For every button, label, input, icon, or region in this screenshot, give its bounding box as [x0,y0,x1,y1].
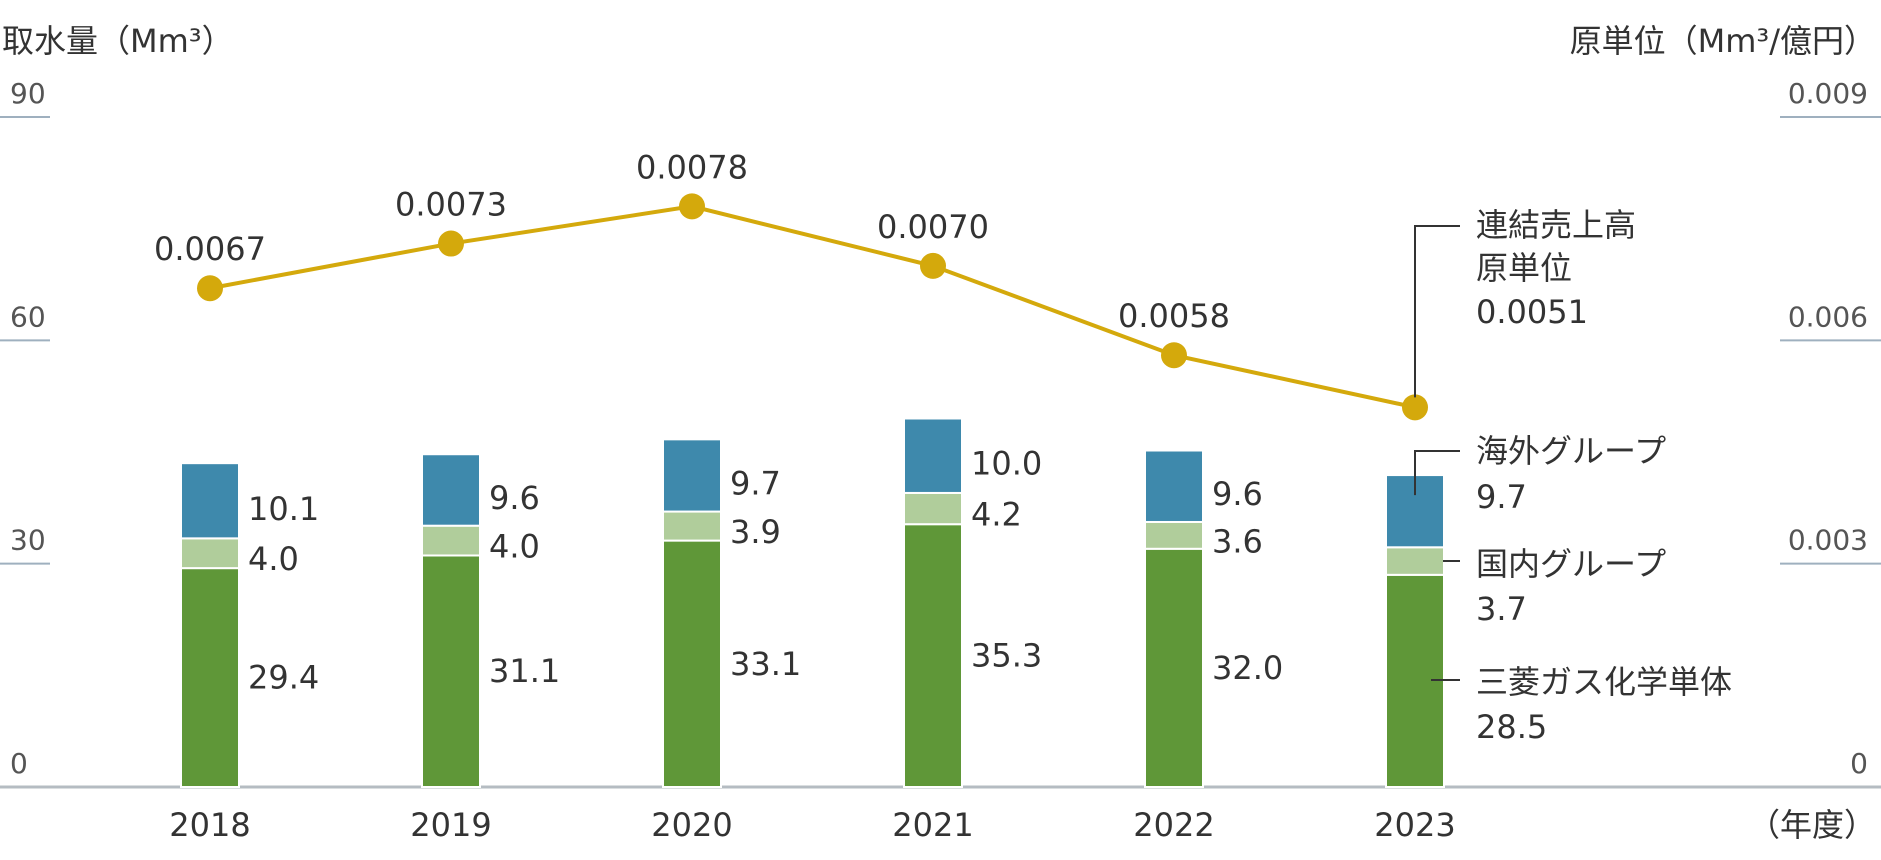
intensity-value-label: 0.0070 [877,208,989,246]
intensity-point [1161,342,1187,369]
bar-value-label: 32.0 [1212,649,1283,687]
legend-line-name: 原単位 [1476,249,1572,287]
x-tick-label: 2023 [1374,806,1455,844]
right-tick-label: 0.009 [1788,77,1868,110]
legend-series-value: 28.5 [1476,708,1547,746]
bar-value-label: 33.1 [730,645,801,683]
bar-segment [662,438,722,513]
intensity-point [1402,394,1428,421]
bar-segment [903,491,963,526]
bar-segment [421,524,481,557]
intensity-value-label: 0.0067 [154,230,266,268]
data-labels: 29.4 4.0 10.1 31.1 4.0 9.6 33.1 3.9 9.7 35.3 4.2 10… [154,148,1283,696]
bar-segment [180,462,240,540]
right-tick-label: 0.003 [1788,524,1868,557]
x-tick-label: 2022 [1133,806,1214,844]
bar-segment [180,567,240,789]
intensity-point [679,193,705,220]
bar-segment [903,417,963,494]
callout-leader [1414,225,1460,398]
bar-value-label: 35.3 [971,637,1042,675]
x-tick-label: 2020 [651,806,732,844]
bar-segment [1144,547,1204,788]
left-tick-label: 60 [10,300,46,333]
legend-series-value: 3.7 [1476,590,1527,628]
intensity-point [920,252,946,279]
bar-segment [903,523,963,788]
bar-value-label: 4.2 [971,496,1022,534]
legend-series-name: 国内グループ [1476,545,1666,583]
intensity-line-path [209,204,1416,410]
x-tick-label: 2021 [892,806,973,844]
left-tick-label: 0 [10,747,28,780]
bars [180,417,1445,789]
x-tick-label: 2019 [410,806,491,844]
left-tick-label: 90 [10,77,46,110]
x-axis-unit: （年度） [1748,806,1876,844]
axes: 取水量（Mm³） 原単位（Mm³/億円） 0 30 60 90 0 0.003 0.006 0.0… [0,22,1881,844]
intensity-value-label: 0.0073 [395,186,507,224]
bar-value-label: 31.1 [489,652,560,690]
intensity-point [438,230,464,257]
bar-value-label: 9.7 [730,464,781,502]
x-tick-label: 2018 [169,806,250,844]
right-tick-label: 0 [1850,747,1868,780]
bar-value-label: 9.6 [489,479,540,517]
bar-value-label: 10.0 [971,445,1042,483]
bar-value-label: 4.0 [248,540,299,578]
callout-leader [1414,450,1460,496]
bar-value-label: 3.6 [1212,522,1263,560]
bar-segment [662,539,722,788]
bar-value-label: 3.9 [730,513,781,551]
legend-series-name: 三菱ガス化学単体 [1476,663,1732,701]
intensity-line [197,193,1428,421]
legend-line-value: 0.0051 [1476,293,1588,331]
right-tick-label: 0.006 [1788,300,1868,333]
bar-value-label: 9.6 [1212,475,1263,513]
intensity-point [197,275,223,302]
bar-segment [1144,520,1204,550]
legend-line-name: 連結売上高 [1476,206,1636,244]
bar-segment [180,537,240,570]
bar-segment [662,510,722,542]
bar-segment [421,554,481,788]
bar-segment [1385,546,1445,576]
bar-value-label: 29.4 [248,659,319,697]
bar-value-label: 4.0 [489,528,540,566]
left-tick-label: 30 [10,524,46,557]
legend-series-name: 海外グループ [1476,432,1666,470]
legend-series-value: 9.7 [1476,478,1527,516]
intensity-value-label: 0.0058 [1118,297,1230,335]
right-axis-title: 原単位（Mm³/億円） [1570,22,1876,60]
bar-segment [421,453,481,527]
intensity-value-label: 0.0078 [636,148,748,186]
left-axis-title: 取水量（Mm³） [2,22,234,60]
bar-value-label: 10.1 [248,490,319,528]
bar-segment [1144,449,1204,523]
